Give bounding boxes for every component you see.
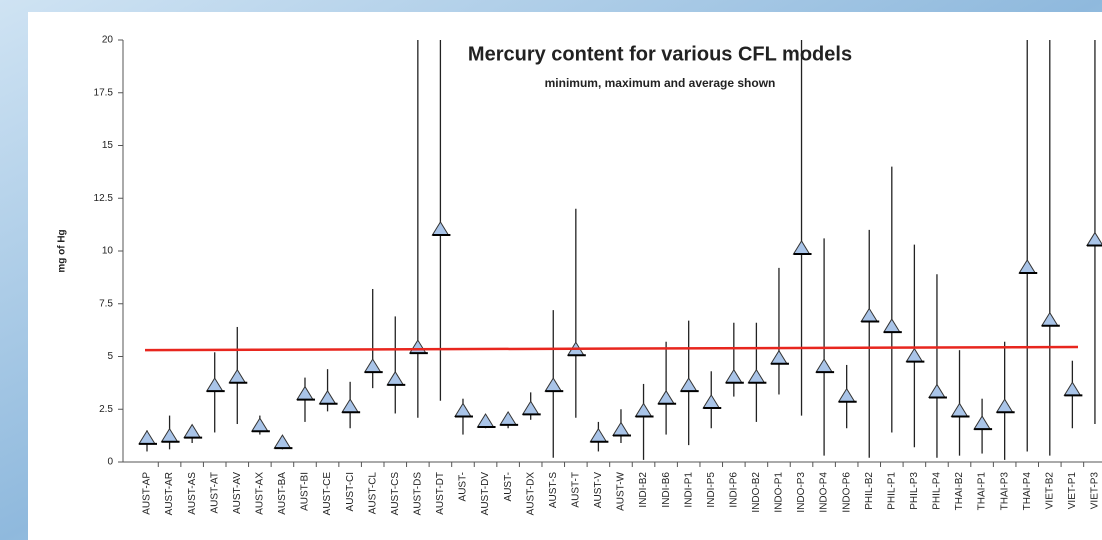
average-marker bbox=[521, 400, 541, 416]
average-marker bbox=[431, 221, 451, 237]
x-tick-label: INDI-B2 bbox=[638, 472, 649, 508]
chart-area bbox=[28, 12, 1102, 540]
average-marker bbox=[657, 389, 677, 405]
x-tick-label: AUST-BI bbox=[300, 472, 311, 511]
x-tick-label: THAI-P1 bbox=[977, 472, 988, 511]
y-axis-label: mg of Hg bbox=[57, 229, 68, 272]
average-marker bbox=[702, 394, 722, 410]
x-tick-label: AUST-AR bbox=[164, 472, 175, 515]
x-tick-label: INDO-P6 bbox=[841, 472, 852, 513]
chart-subtitle: minimum, maximum and average shown bbox=[545, 76, 776, 90]
average-marker bbox=[250, 417, 270, 433]
x-tick-label: INDO-P3 bbox=[796, 472, 807, 513]
x-tick-label: VIET-P1 bbox=[1067, 472, 1078, 510]
average-marker bbox=[1040, 311, 1060, 327]
average-marker bbox=[454, 402, 473, 418]
x-tick-label: VIET-B2 bbox=[1044, 472, 1055, 510]
y-tick-label: 5 bbox=[107, 351, 113, 362]
average-marker bbox=[1018, 259, 1038, 274]
x-tick-label: PHIL-P3 bbox=[909, 472, 920, 510]
x-tick-label: INDO-B2 bbox=[751, 472, 762, 513]
x-tick-label: AUST-V bbox=[593, 472, 604, 508]
average-marker bbox=[499, 410, 519, 426]
x-tick-label: AUST-DT bbox=[435, 472, 446, 515]
average-marker bbox=[792, 240, 812, 255]
x-tick-label: THAI-B2 bbox=[954, 472, 965, 511]
x-tick-label: AUST-T bbox=[570, 472, 581, 508]
x-tick-label: AUST-CS bbox=[390, 472, 401, 516]
average-marker bbox=[589, 427, 609, 443]
x-tick-label: AUST-AV bbox=[232, 472, 243, 514]
average-marker bbox=[860, 307, 880, 323]
y-tick-label: 10 bbox=[102, 246, 114, 257]
average-marker bbox=[386, 370, 406, 386]
x-tick-label: AUST-AS bbox=[187, 472, 198, 515]
average-marker bbox=[296, 385, 315, 401]
x-tick-label: THAI-P4 bbox=[1022, 472, 1033, 511]
average-marker bbox=[205, 377, 225, 393]
x-tick-label: INDO-P4 bbox=[819, 472, 830, 513]
y-tick-label: 12.5 bbox=[94, 193, 114, 204]
average-marker bbox=[905, 347, 925, 363]
average-marker bbox=[882, 318, 902, 334]
x-tick-label: PHIL-P4 bbox=[932, 472, 943, 510]
average-marker bbox=[160, 427, 180, 443]
x-tick-label: INDI-P6 bbox=[728, 472, 739, 508]
x-tick-label: THAI-P3 bbox=[999, 472, 1010, 511]
x-tick-label: INDI-P1 bbox=[683, 472, 694, 508]
average-marker bbox=[612, 421, 631, 437]
x-tick-label: AUST-S bbox=[548, 472, 559, 508]
x-tick-label: AUST-AT bbox=[209, 472, 220, 513]
average-marker bbox=[1063, 381, 1083, 397]
x-tick-label: AUST-AP bbox=[142, 472, 153, 515]
x-tick-label: AUST-CE bbox=[322, 472, 333, 516]
average-marker bbox=[228, 368, 248, 384]
x-tick-label: AUST-DX bbox=[525, 472, 536, 516]
x-tick-label: AUST-CI bbox=[345, 472, 356, 511]
y-tick-label: 15 bbox=[102, 140, 114, 151]
x-tick-label: INDI-P5 bbox=[706, 472, 717, 508]
y-tick-label: 17.5 bbox=[94, 87, 114, 98]
average-marker bbox=[341, 398, 361, 414]
x-tick-label: AUST-AX bbox=[254, 472, 265, 515]
average-line bbox=[144, 345, 1079, 352]
x-tick-label: PHIL-P1 bbox=[886, 472, 897, 510]
x-tick-label: AUST-CL bbox=[367, 472, 378, 515]
average-marker bbox=[634, 402, 654, 418]
average-marker bbox=[138, 429, 157, 445]
average-marker bbox=[747, 368, 767, 384]
x-tick-label: PHIL-B2 bbox=[864, 472, 875, 510]
x-tick-label: AUST-W bbox=[616, 471, 627, 510]
y-tick-label: 0 bbox=[107, 457, 113, 468]
y-tick-label: 7.5 bbox=[99, 298, 113, 309]
average-marker bbox=[363, 358, 383, 374]
x-tick-label: AUST-DV bbox=[480, 472, 491, 516]
x-tick-label: VIET-P3 bbox=[1090, 472, 1101, 510]
chart-title: Mercury content for various CFL models bbox=[468, 43, 852, 65]
average-marker bbox=[724, 368, 744, 384]
average-marker bbox=[476, 413, 496, 429]
average-marker bbox=[973, 415, 993, 431]
x-tick-label: AUST- bbox=[503, 472, 514, 501]
average-marker bbox=[273, 434, 293, 450]
average-marker bbox=[950, 402, 970, 418]
average-marker bbox=[837, 387, 857, 403]
average-marker bbox=[928, 383, 947, 399]
x-tick-label: AUST-DS bbox=[412, 472, 423, 516]
x-tick-label: AUST-BA bbox=[277, 472, 288, 515]
y-tick-label: 20 bbox=[102, 35, 114, 46]
x-tick-label: INDO-P1 bbox=[774, 472, 785, 513]
x-tick-label: AUST- bbox=[458, 472, 469, 501]
average-marker bbox=[183, 423, 203, 439]
y-tick-label: 2.5 bbox=[99, 404, 113, 415]
average-marker bbox=[679, 377, 699, 393]
average-marker bbox=[770, 349, 789, 365]
average-marker bbox=[544, 377, 564, 393]
average-marker bbox=[815, 358, 835, 374]
average-marker bbox=[318, 389, 338, 405]
average-marker bbox=[995, 398, 1015, 414]
x-tick-label: INDI-B6 bbox=[661, 472, 672, 508]
